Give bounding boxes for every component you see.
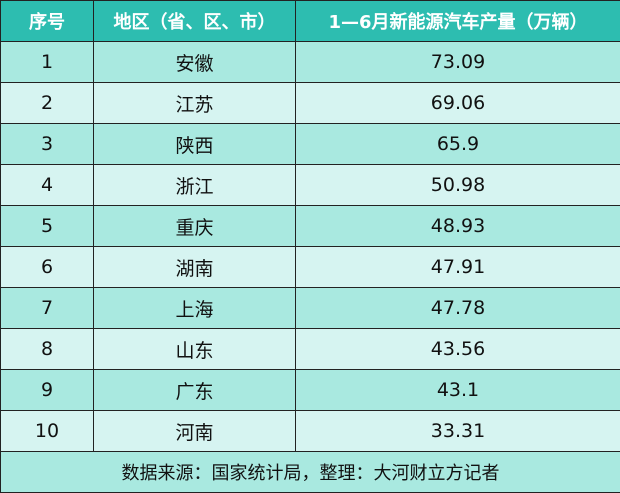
table-cell: 广东 xyxy=(93,369,296,411)
header-row: 序号 地区（省、区、市） 1—6月新能源汽车产量（万辆） xyxy=(0,0,620,42)
table-cell: 43.56 xyxy=(295,328,620,370)
table-row: 2 江苏 69.06 xyxy=(0,82,620,124)
table-cell: 陕西 xyxy=(93,123,296,165)
table-cell: 3 xyxy=(0,123,94,165)
table-row: 3 陕西 65.9 xyxy=(0,123,620,165)
table-cell: 2 xyxy=(0,82,94,124)
table-cell: 1 xyxy=(0,41,94,83)
table-cell: 10 xyxy=(0,410,94,452)
table-cell: 65.9 xyxy=(295,123,620,165)
table-cell: 安徽 xyxy=(93,41,296,83)
table-row: 8 山东 43.56 xyxy=(0,328,620,370)
table-cell: 河南 xyxy=(93,410,296,452)
table-row: 7 上海 47.78 xyxy=(0,287,620,329)
table-cell: 9 xyxy=(0,369,94,411)
footer-row: 数据来源：国家统计局，整理：大河财立方记者 xyxy=(0,451,620,493)
table-cell: 7 xyxy=(0,287,94,329)
table-row: 1 安徽 73.09 xyxy=(0,41,620,83)
table-cell: 50.98 xyxy=(295,164,620,206)
table-cell: 73.09 xyxy=(295,41,620,83)
table-cell: 69.06 xyxy=(295,82,620,124)
table-cell: 江苏 xyxy=(93,82,296,124)
table-row: 5 重庆 48.93 xyxy=(0,205,620,247)
table-cell: 湖南 xyxy=(93,246,296,288)
table-body: 1 安徽 73.09 2 江苏 69.06 3 陕西 65.9 4 浙江 50.98 5 重庆 48.93 6… xyxy=(0,41,620,493)
table-cell: 4 xyxy=(0,164,94,206)
table-cell: 6 xyxy=(0,246,94,288)
table-cell: 48.93 xyxy=(295,205,620,247)
table-row: 9 广东 43.1 xyxy=(0,369,620,411)
table-row: 10 河南 33.31 xyxy=(0,410,620,452)
table-cell: 33.31 xyxy=(295,410,620,452)
table-cell: 浙江 xyxy=(93,164,296,206)
table-row: 4 浙江 50.98 xyxy=(0,164,620,206)
header-cell: 序号 xyxy=(0,0,94,42)
table-cell: 47.91 xyxy=(295,246,620,288)
table-cell: 5 xyxy=(0,205,94,247)
footer-note: 数据来源：国家统计局，整理：大河财立方记者 xyxy=(0,451,620,493)
table-cell: 47.78 xyxy=(295,287,620,329)
table-cell: 山东 xyxy=(93,328,296,370)
table-cell: 重庆 xyxy=(93,205,296,247)
table-row: 6 湖南 47.91 xyxy=(0,246,620,288)
table-cell: 上海 xyxy=(93,287,296,329)
table-cell: 43.1 xyxy=(295,369,620,411)
header-cell: 地区（省、区、市） xyxy=(93,0,296,42)
table-cell: 8 xyxy=(0,328,94,370)
header-cell: 1—6月新能源汽车产量（万辆） xyxy=(295,0,620,42)
